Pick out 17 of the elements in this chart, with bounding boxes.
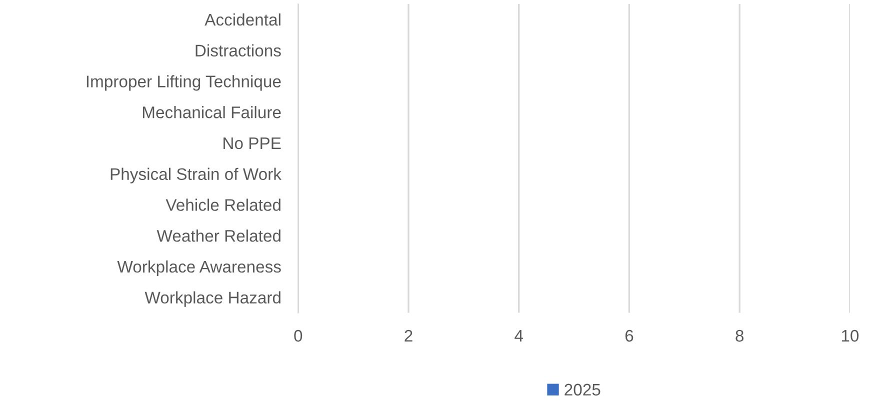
y-tick-label: Workplace Awareness	[117, 260, 281, 276]
x-tick-label: 2	[404, 330, 412, 342]
x-tick-label: 6	[625, 330, 634, 342]
legend-label: 2025	[564, 384, 600, 396]
y-tick-label: Physical Strain of Work	[110, 168, 282, 184]
y-tick-label: Mechanical Failure	[142, 106, 281, 118]
y-tick-label: Accidental	[204, 13, 280, 26]
y-tick-label: No PPE	[224, 138, 281, 150]
x-tick-label: 8	[736, 330, 744, 342]
y-tick-label: Workplace Hazard	[144, 291, 280, 307]
x-tick-label: 0	[294, 330, 302, 342]
y-tick-label: Improper Lifting Technique	[86, 75, 281, 91]
x-tick-label: 10	[842, 330, 859, 342]
y-tick-label: Vehicle Related	[166, 198, 280, 211]
y-tick-label: Distractions	[196, 44, 281, 57]
x-tick-label: 4	[514, 330, 524, 342]
y-tick-label: Weather Related	[156, 230, 280, 242]
